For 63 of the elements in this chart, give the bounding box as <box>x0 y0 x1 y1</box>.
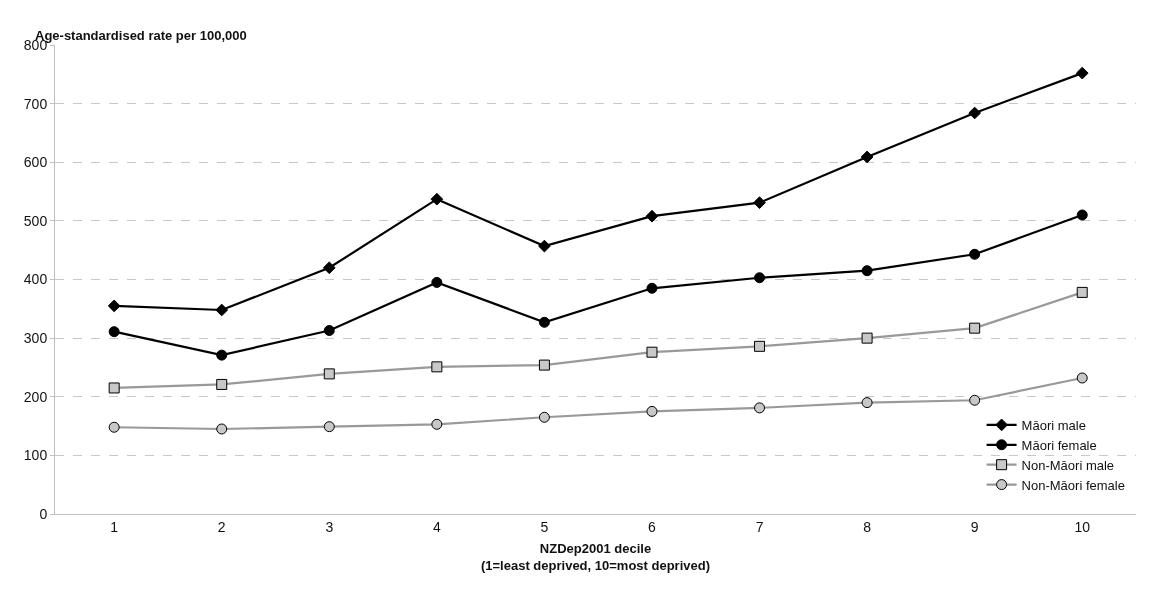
x-tick-label: 3 <box>325 518 334 535</box>
point <box>216 378 228 390</box>
point <box>968 106 982 120</box>
point <box>753 196 766 210</box>
x-tick-label: 7 <box>755 518 764 535</box>
x-tick-label: 4 <box>432 518 441 535</box>
point <box>323 368 335 380</box>
point <box>754 272 766 284</box>
x-tick-label: 8 <box>863 518 872 535</box>
point <box>538 316 550 328</box>
point <box>645 209 659 223</box>
point <box>1076 372 1088 384</box>
x-tick-label: 5 <box>540 518 549 535</box>
point <box>108 326 120 338</box>
point <box>969 394 981 406</box>
point <box>861 332 873 344</box>
y-tick-label: 400 <box>23 271 48 288</box>
point <box>431 418 443 430</box>
point <box>216 349 228 361</box>
y-tick-label: 100 <box>23 447 48 464</box>
point <box>538 239 551 253</box>
legend-label: Māori male <box>1021 417 1086 433</box>
point <box>1076 209 1088 221</box>
point <box>538 411 550 423</box>
x-tick-label: 1 <box>110 518 119 535</box>
point <box>323 421 335 433</box>
point <box>538 359 550 371</box>
x-tick-label: 2 <box>217 518 226 535</box>
x-tick-label: 10 <box>1074 518 1091 535</box>
point <box>754 402 766 414</box>
y-tick-label: 0 <box>39 505 48 522</box>
point <box>108 382 120 394</box>
y-tick-label: 600 <box>23 154 48 171</box>
point <box>861 397 873 409</box>
point <box>969 248 981 260</box>
point <box>646 346 658 358</box>
x-tick-label: 6 <box>648 518 657 535</box>
point <box>216 423 228 435</box>
y-tick-label: 300 <box>23 330 48 347</box>
point <box>323 325 335 336</box>
point <box>108 421 120 433</box>
point <box>969 322 981 334</box>
point <box>430 192 444 206</box>
point <box>861 265 873 277</box>
legend-label: Non-Māori male <box>1021 457 1115 473</box>
x-axis-title: NZDep2001 decile (1=least deprived, 10=most deprived) <box>480 541 711 574</box>
point <box>322 261 336 275</box>
point <box>860 150 874 164</box>
point <box>1075 66 1089 80</box>
legend-label: Non-Māori female <box>1021 477 1125 493</box>
y-tick-label: 200 <box>23 388 48 405</box>
legend-label: Māori female <box>1021 437 1097 453</box>
point <box>1076 286 1088 298</box>
point <box>431 276 443 288</box>
point <box>215 303 229 317</box>
point <box>646 405 658 417</box>
x-tick-label: 9 <box>970 518 979 535</box>
point <box>646 282 658 294</box>
point <box>754 340 766 352</box>
point <box>431 361 443 373</box>
y-tick-label: 700 <box>23 95 48 112</box>
point <box>107 299 121 313</box>
y-tick-label: 500 <box>23 212 48 229</box>
